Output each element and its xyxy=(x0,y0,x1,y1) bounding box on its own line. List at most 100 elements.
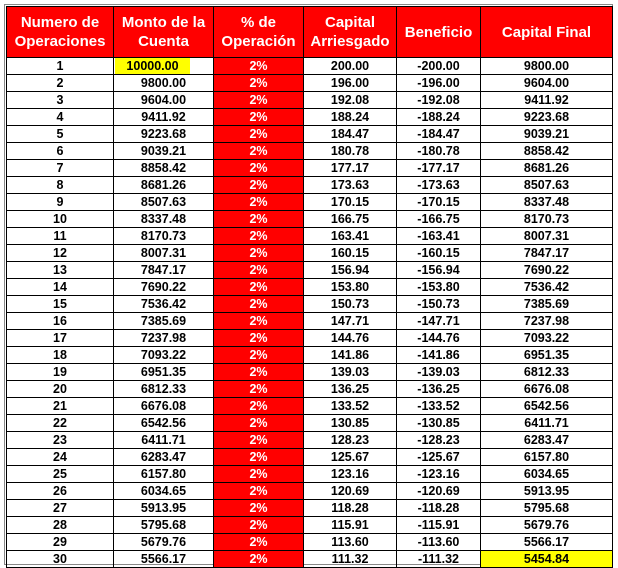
header-row: Numero de Operaciones Monto de la Cuenta… xyxy=(6,6,613,58)
profit-cell: -133.52 xyxy=(396,397,481,415)
operation-percent-cell: 2% xyxy=(213,414,304,432)
operation-percent-cell: 2% xyxy=(213,516,304,534)
table-row: 12 8007.31 2% 160.15 -160.15 7847.17 xyxy=(6,244,613,262)
final-capital-cell: 6542.56 xyxy=(480,397,613,415)
operation-number-cell: 4 xyxy=(6,108,114,126)
final-capital-cell: 8007.31 xyxy=(480,227,613,245)
account-amount-cell: 6951.35 xyxy=(113,363,214,381)
final-capital-cell: 5913.95 xyxy=(480,482,613,500)
account-amount-cell: 6034.65 xyxy=(113,482,214,500)
operation-percent-cell: 2% xyxy=(213,431,304,449)
capital-risked-cell: 163.41 xyxy=(303,227,397,245)
profit-cell: -163.41 xyxy=(396,227,481,245)
account-amount-cell: 6676.08 xyxy=(113,397,214,415)
table-row: 26 6034.65 2% 120.69 -120.69 5913.95 xyxy=(6,482,613,500)
profit-cell: -128.23 xyxy=(396,431,481,449)
final-capital-cell: 6157.80 xyxy=(480,448,613,466)
operation-percent-cell: 2% xyxy=(213,346,304,364)
account-amount-cell: 5913.95 xyxy=(113,499,214,517)
table-row: 28 5795.68 2% 115.91 -115.91 5679.76 xyxy=(6,516,613,534)
profit-cell: -196.00 xyxy=(396,74,481,92)
operation-number-cell: 15 xyxy=(6,295,114,313)
table-row: 18 7093.22 2% 141.86 -141.86 6951.35 xyxy=(6,346,613,364)
final-capital-cell: 8337.48 xyxy=(480,193,613,211)
table-row: 21 6676.08 2% 133.52 -133.52 6542.56 xyxy=(6,397,613,415)
operation-number-cell: 9 xyxy=(6,193,114,211)
account-amount-cell: 7093.22 xyxy=(113,346,214,364)
operation-percent-cell: 2% xyxy=(213,482,304,500)
final-capital-cell: 9039.21 xyxy=(480,125,613,143)
header-capital-final: Capital Final xyxy=(480,6,613,58)
final-capital-cell: 9223.68 xyxy=(480,108,613,126)
profit-cell: -147.71 xyxy=(396,312,481,330)
account-amount-cell: 5679.76 xyxy=(113,533,214,551)
capital-risked-cell: 118.28 xyxy=(303,499,397,517)
operation-number-cell: 5 xyxy=(6,125,114,143)
table-row: 8 8681.26 2% 173.63 -173.63 8507.63 xyxy=(6,176,613,194)
final-capital-cell: 6951.35 xyxy=(480,346,613,364)
operation-number-cell: 2 xyxy=(6,74,114,92)
operation-number-cell: 14 xyxy=(6,278,114,296)
operation-number-cell: 3 xyxy=(6,91,114,109)
capital-risked-cell: 150.73 xyxy=(303,295,397,313)
account-amount-cell: 7237.98 xyxy=(113,329,214,347)
capital-risked-cell: 130.85 xyxy=(303,414,397,432)
table-row: 2 9800.00 2% 196.00 -196.00 9604.00 xyxy=(6,74,613,92)
operation-percent-cell: 2% xyxy=(213,57,304,75)
capital-risked-cell: 153.80 xyxy=(303,278,397,296)
profit-cell: -115.91 xyxy=(396,516,481,534)
operation-percent-cell: 2% xyxy=(213,176,304,194)
capital-risked-cell: 115.91 xyxy=(303,516,397,534)
table-row: 19 6951.35 2% 139.03 -139.03 6812.33 xyxy=(6,363,613,381)
profit-cell: -118.28 xyxy=(396,499,481,517)
capital-risked-cell: 113.60 xyxy=(303,533,397,551)
operation-number-cell: 27 xyxy=(6,499,114,517)
final-capital-cell: 6812.33 xyxy=(480,363,613,381)
operation-percent-cell: 2% xyxy=(213,465,304,483)
profit-cell: -173.63 xyxy=(396,176,481,194)
capital-risked-cell: 170.15 xyxy=(303,193,397,211)
account-amount-cell: 8681.26 xyxy=(113,176,214,194)
capital-risked-cell: 147.71 xyxy=(303,312,397,330)
account-amount-cell: 7536.42 xyxy=(113,295,214,313)
account-amount-cell: 8170.73 xyxy=(113,227,214,245)
operation-number-cell: 7 xyxy=(6,159,114,177)
final-capital-cell: 7385.69 xyxy=(480,295,613,313)
capital-risked-cell: 125.67 xyxy=(303,448,397,466)
operation-number-cell: 19 xyxy=(6,363,114,381)
table-row: 23 6411.71 2% 128.23 -128.23 6283.47 xyxy=(6,431,613,449)
operation-percent-cell: 2% xyxy=(213,312,304,330)
header-porcentaje-operacion: % de Operación xyxy=(213,6,304,58)
profit-cell: -136.25 xyxy=(396,380,481,398)
header-numero-operaciones: Numero de Operaciones xyxy=(6,6,114,58)
final-capital-cell: 6411.71 xyxy=(480,414,613,432)
operation-number-cell: 23 xyxy=(6,431,114,449)
account-amount-cell: 9800.00 xyxy=(113,74,214,92)
profit-cell: -113.60 xyxy=(396,533,481,551)
account-amount-cell: 5566.17 xyxy=(113,550,214,568)
account-amount-cell: 6157.80 xyxy=(113,465,214,483)
account-amount-cell: 6542.56 xyxy=(113,414,214,432)
operation-percent-cell: 2% xyxy=(213,91,304,109)
operation-number-cell: 30 xyxy=(6,550,114,568)
operation-number-cell: 13 xyxy=(6,261,114,279)
account-amount-cell: 9223.68 xyxy=(113,125,214,143)
profit-cell: -141.86 xyxy=(396,346,481,364)
operation-number-cell: 24 xyxy=(6,448,114,466)
table-row: 5 9223.68 2% 184.47 -184.47 9039.21 xyxy=(6,125,613,143)
account-amount-cell: 6411.71 xyxy=(113,431,214,449)
table-row: 15 7536.42 2% 150.73 -150.73 7385.69 xyxy=(6,295,613,313)
operation-number-cell: 11 xyxy=(6,227,114,245)
table-row: 4 9411.92 2% 188.24 -188.24 9223.68 xyxy=(6,108,613,126)
capital-risked-cell: 200.00 xyxy=(303,57,397,75)
operation-number-cell: 8 xyxy=(6,176,114,194)
capital-risked-cell: 192.08 xyxy=(303,91,397,109)
header-monto-cuenta: Monto de la Cuenta xyxy=(113,6,214,58)
table-row: 1 10000.00 2% 200.00 -200.00 9800.00 xyxy=(6,57,613,75)
capital-risked-cell: 133.52 xyxy=(303,397,397,415)
final-capital-cell: 9411.92 xyxy=(480,91,613,109)
operation-percent-cell: 2% xyxy=(213,448,304,466)
account-amount-cell: 9604.00 xyxy=(113,91,214,109)
capital-risked-cell: 156.94 xyxy=(303,261,397,279)
capital-risked-cell: 111.32 xyxy=(303,550,397,568)
